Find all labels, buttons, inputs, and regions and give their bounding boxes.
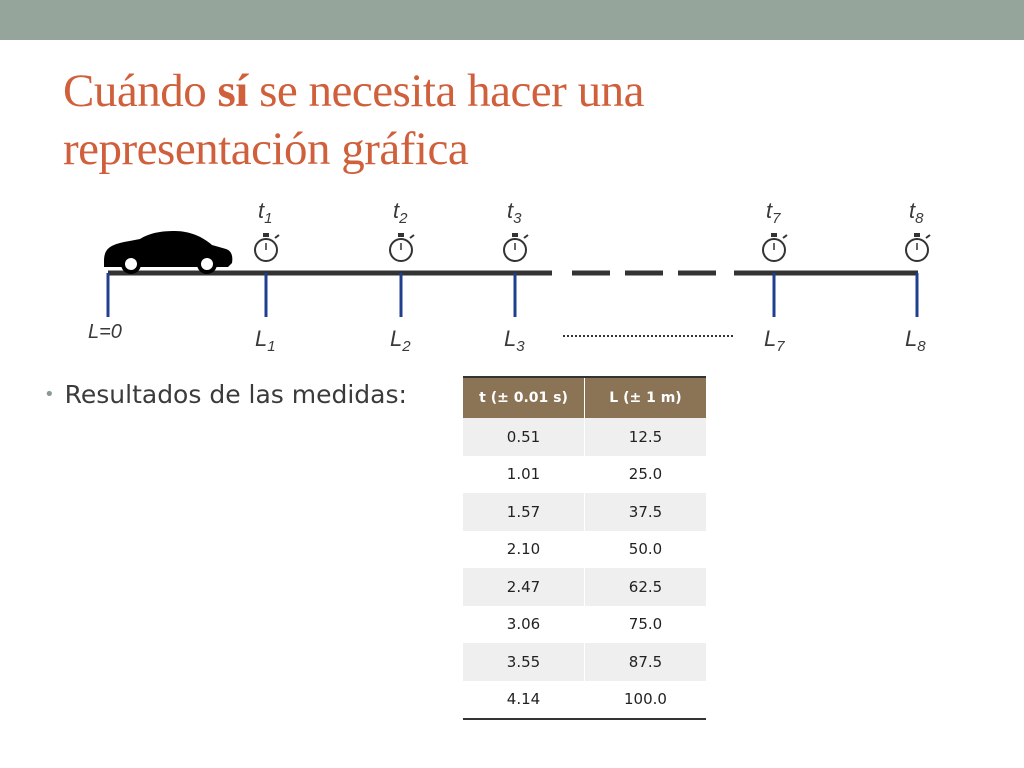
cell-time: 3.06 [463, 605, 585, 643]
cell-time: 1.01 [463, 455, 585, 493]
cell-length: 87.5 [584, 643, 706, 681]
origin-label: L=0 [88, 321, 122, 343]
motion-diagram: t1 t2 t3 t7 t8 L=0 L1 L2 L3 L7 L8 [0, 195, 1024, 370]
cell-time: 1.57 [463, 493, 585, 531]
cell-time: 0.51 [463, 418, 585, 456]
car-icon [104, 231, 233, 274]
top-banner [0, 0, 1024, 40]
cell-time: 3.55 [463, 643, 585, 681]
cell-length: 25.0 [584, 455, 706, 493]
diagram-graphics [104, 231, 931, 337]
cell-length: 50.0 [584, 530, 706, 568]
table-row: 3.06 75.0 [463, 605, 706, 643]
time-label-8: t8 [909, 198, 924, 228]
measurements-table: t (± 0.01 s) L (± 1 m) 0.51 12.5 1.01 25.0… [463, 376, 706, 720]
cell-length: 12.5 [584, 418, 706, 456]
table-row: 1.01 25.0 [463, 455, 706, 493]
position-label-3: L3 [504, 326, 525, 356]
table-row: 0.51 12.5 [463, 418, 706, 456]
bullet-icon: • [44, 384, 55, 405]
position-label-1: L1 [255, 326, 276, 356]
column-header-time: t (± 0.01 s) [463, 376, 585, 418]
time-label-2: t2 [393, 198, 408, 228]
cell-length: 100.0 [584, 680, 706, 720]
time-label-3: t3 [507, 198, 522, 228]
column-header-length: L (± 1 m) [584, 376, 706, 418]
stopwatch-icon [503, 233, 529, 262]
title-part1: Cuándo [63, 65, 218, 117]
position-label-7: L7 [764, 326, 785, 356]
title-bold-word: sí [217, 65, 248, 117]
table-row: 2.10 50.0 [463, 530, 706, 568]
table-row: 3.55 87.5 [463, 643, 706, 681]
position-label-2: L2 [390, 326, 411, 356]
table-row: 4.14 100.0 [463, 680, 706, 720]
cell-length: 75.0 [584, 605, 706, 643]
time-label-1: t1 [258, 198, 273, 228]
stopwatch-icon [762, 233, 788, 262]
stopwatch-icon [389, 233, 415, 262]
stopwatch-icon [254, 233, 280, 262]
cell-length: 37.5 [584, 493, 706, 531]
title-line2: representación gráfica [63, 123, 469, 175]
title-part2: se necesita hacer una [247, 65, 644, 117]
bullet-item: • Resultados de las medidas: [44, 380, 407, 409]
bullet-text: Resultados de las medidas: [64, 380, 407, 409]
position-label-8: L8 [905, 326, 926, 356]
slide-title: Cuándo sí se necesita hacer una represen… [63, 62, 963, 178]
table-row: 2.47 62.5 [463, 568, 706, 606]
table-header-row: t (± 0.01 s) L (± 1 m) [463, 376, 706, 418]
cell-time: 2.47 [463, 568, 585, 606]
cell-time: 4.14 [463, 680, 585, 720]
cell-length: 62.5 [584, 568, 706, 606]
time-label-7: t7 [766, 198, 781, 228]
cell-time: 2.10 [463, 530, 585, 568]
table-row: 1.57 37.5 [463, 493, 706, 531]
stopwatch-icon [905, 233, 931, 262]
